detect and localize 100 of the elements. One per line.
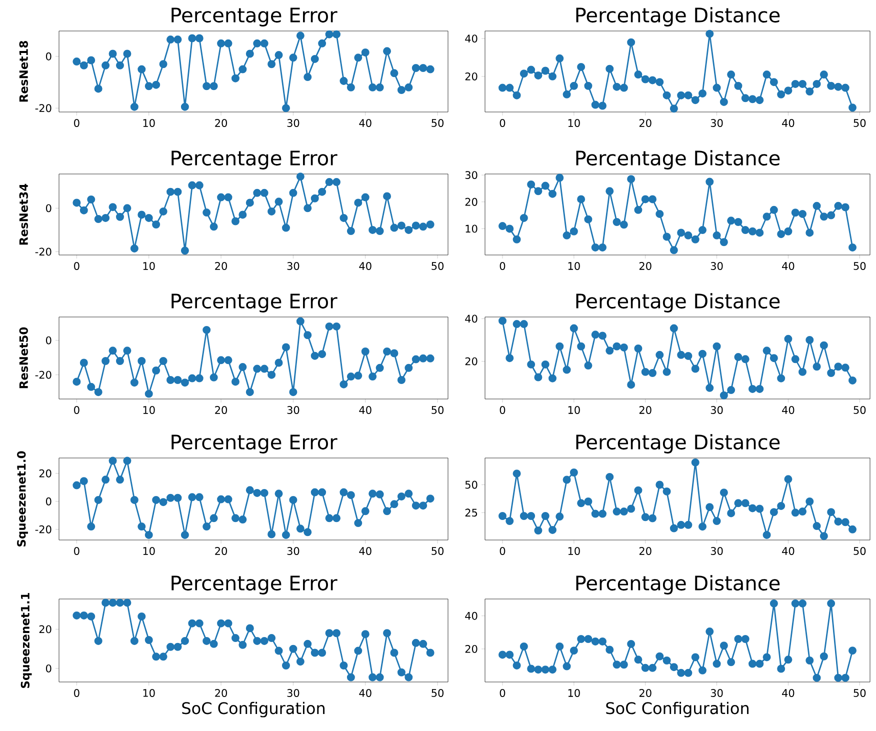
point <box>748 660 757 668</box>
point <box>368 490 377 498</box>
point <box>641 664 650 672</box>
point <box>144 214 153 222</box>
point <box>770 599 778 608</box>
point <box>224 193 232 202</box>
point <box>527 360 536 368</box>
point <box>662 91 671 100</box>
point <box>584 82 592 90</box>
y-tick-label: -20 <box>35 248 52 256</box>
point <box>548 526 557 534</box>
point <box>202 636 211 645</box>
point <box>662 368 671 376</box>
y-axis-title: Squeezenet1.0 <box>17 451 28 546</box>
point <box>397 492 406 500</box>
point <box>72 378 81 386</box>
x-tick-label: 20 <box>215 119 228 127</box>
point <box>108 598 117 607</box>
point <box>748 95 757 104</box>
point <box>812 362 821 371</box>
x-tick-label: 20 <box>215 547 227 555</box>
y-axis-title: ResNet34 <box>19 184 28 245</box>
x-tick-label: 30 <box>710 406 723 414</box>
point <box>332 30 340 38</box>
x-tick-label: 30 <box>710 262 723 270</box>
point <box>627 38 636 46</box>
point <box>841 518 850 526</box>
point <box>591 100 600 109</box>
point <box>404 364 413 372</box>
point <box>376 83 384 92</box>
x-tick-label: 20 <box>639 406 652 414</box>
point <box>195 619 204 628</box>
point <box>777 664 786 673</box>
point <box>274 51 283 60</box>
point <box>195 374 204 382</box>
point <box>166 642 175 651</box>
point <box>806 336 814 344</box>
x-tick-label: 0 <box>500 547 506 555</box>
point <box>390 224 398 232</box>
y-tick-label: 20 <box>39 469 52 478</box>
x-tick-label: 50 <box>432 406 444 414</box>
point <box>512 91 521 100</box>
point <box>662 232 671 241</box>
point <box>748 227 757 236</box>
point <box>304 640 312 648</box>
point <box>727 386 736 394</box>
point <box>87 195 96 204</box>
point <box>606 187 614 196</box>
point <box>791 355 800 364</box>
point <box>130 102 138 111</box>
point <box>634 656 642 664</box>
point <box>541 666 550 674</box>
point <box>426 648 434 657</box>
point <box>798 599 807 608</box>
point <box>527 664 536 673</box>
point <box>231 74 240 82</box>
point <box>195 181 204 190</box>
point <box>116 61 124 70</box>
point <box>332 178 340 186</box>
point <box>282 104 290 112</box>
point <box>534 526 542 535</box>
y-tick-label: -20 <box>35 370 52 379</box>
point <box>534 187 542 196</box>
point <box>296 524 304 533</box>
point <box>282 530 290 539</box>
x-tick-label: 20 <box>639 689 652 697</box>
point <box>289 496 298 504</box>
point <box>727 658 736 666</box>
point <box>246 388 254 396</box>
point <box>812 674 821 682</box>
point <box>762 530 771 539</box>
y-axis-title: ResNet50 <box>19 327 28 388</box>
point <box>340 214 348 222</box>
x-tick-label: 30 <box>287 689 300 697</box>
x-tick-label: 30 <box>710 689 723 697</box>
point <box>691 96 700 104</box>
point <box>720 391 728 400</box>
point <box>87 56 96 64</box>
point <box>116 598 124 607</box>
point <box>419 354 428 362</box>
point <box>152 220 160 229</box>
chart-title: Percentage Error <box>172 434 338 454</box>
point <box>712 84 721 92</box>
point <box>188 493 196 502</box>
point <box>174 494 182 502</box>
point <box>346 227 355 236</box>
chart-title: Percentage Distance <box>576 434 780 454</box>
point <box>260 636 268 645</box>
point <box>541 360 550 368</box>
point <box>404 673 413 682</box>
x-tick-label: 40 <box>782 406 794 414</box>
point <box>777 230 786 238</box>
point <box>108 346 117 355</box>
point <box>354 519 362 528</box>
point <box>634 70 642 79</box>
point <box>648 369 657 378</box>
point <box>174 36 182 44</box>
x-tick-label: 20 <box>639 547 652 555</box>
point <box>791 208 800 217</box>
point <box>656 480 664 489</box>
